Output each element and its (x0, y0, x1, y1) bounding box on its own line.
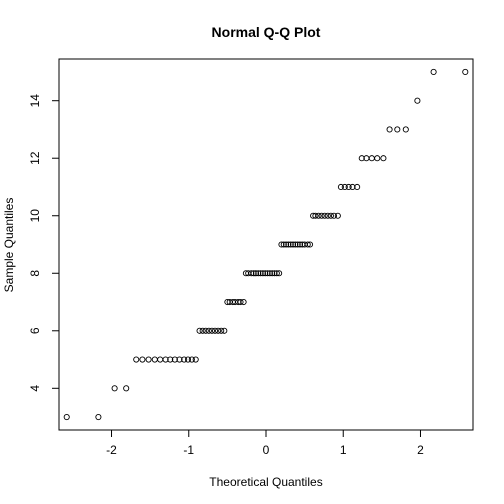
data-point (211, 327, 219, 334)
x-axis: -2 -1 0 1 2 (106, 429, 424, 457)
data-point (221, 327, 228, 334)
data-point (276, 270, 283, 277)
data-point (327, 212, 334, 219)
data-point (324, 212, 331, 219)
y-tick-label: 12 (28, 151, 42, 165)
data-point (181, 356, 188, 363)
y-tick-label: 6 (28, 327, 42, 334)
x-tick-label: -1 (183, 443, 194, 457)
x-tick-label: 0 (263, 443, 270, 457)
data-point (330, 212, 338, 219)
data-point (292, 241, 299, 248)
data-point (240, 298, 247, 306)
data-point (218, 327, 225, 334)
data-point (349, 183, 356, 191)
data-point (402, 126, 409, 133)
data-point (145, 356, 152, 363)
data-point (196, 327, 203, 334)
data-point (315, 212, 322, 219)
data-point (237, 298, 244, 306)
x-tick-label: 1 (340, 443, 347, 457)
y-tick-label: 14 (28, 94, 42, 108)
data-point (296, 241, 304, 248)
data-point (171, 356, 178, 363)
data-point (280, 241, 287, 248)
x-tick-label: -2 (106, 443, 117, 457)
data-point (271, 270, 278, 277)
data-point (255, 270, 262, 277)
data-point (287, 241, 294, 248)
data-point (63, 414, 70, 421)
data-point (430, 68, 437, 75)
data-point (215, 327, 222, 334)
data-point (123, 385, 130, 392)
data-point (257, 270, 264, 277)
data-point (358, 155, 365, 162)
y-axis-label: Sample Quantiles (2, 198, 16, 293)
y-tick-label: 4 (28, 385, 42, 392)
data-point (252, 270, 260, 277)
data-point (167, 356, 174, 363)
data-point (262, 270, 269, 277)
data-point (205, 327, 212, 334)
data-point (269, 270, 276, 277)
data-point (334, 212, 341, 219)
data-point (250, 270, 257, 277)
data-point (289, 241, 297, 248)
data-point (354, 183, 361, 191)
data-point (184, 356, 192, 363)
data-point (462, 68, 469, 75)
data-point (264, 270, 271, 277)
data-point (318, 212, 325, 219)
chart-title: Normal Q-Q Plot (212, 24, 321, 40)
data-point (139, 356, 146, 363)
data-point (394, 126, 401, 133)
data-point (266, 270, 273, 277)
data-point (133, 356, 140, 363)
data-point (162, 356, 169, 363)
y-tick-label: 10 (28, 209, 42, 223)
data-points (63, 68, 469, 421)
data-point (374, 155, 381, 162)
data-point (337, 183, 344, 191)
data-point (248, 270, 255, 277)
y-axis: 4 6 8 10 12 14 (28, 94, 60, 392)
data-point (312, 212, 319, 219)
data-point (278, 241, 285, 248)
data-point (111, 385, 118, 392)
data-point (285, 241, 292, 248)
data-point (208, 327, 215, 334)
data-point (306, 241, 314, 248)
data-point (321, 212, 328, 219)
data-point (283, 241, 290, 248)
data-point (202, 327, 209, 334)
data-point (294, 241, 301, 248)
data-point (259, 270, 266, 277)
data-point (199, 327, 206, 334)
data-point (188, 356, 195, 363)
y-tick-label: 8 (28, 270, 42, 277)
x-tick-label: 2 (417, 443, 424, 457)
data-point (380, 155, 387, 162)
data-point (341, 183, 348, 191)
data-point (345, 183, 352, 191)
data-point (273, 270, 280, 277)
data-point (95, 414, 102, 421)
data-point (414, 97, 421, 104)
x-axis-label: Theoretical Quantiles (209, 475, 322, 489)
data-point (176, 356, 183, 363)
data-point (192, 356, 199, 363)
data-point (304, 241, 311, 248)
data-point (386, 126, 393, 133)
